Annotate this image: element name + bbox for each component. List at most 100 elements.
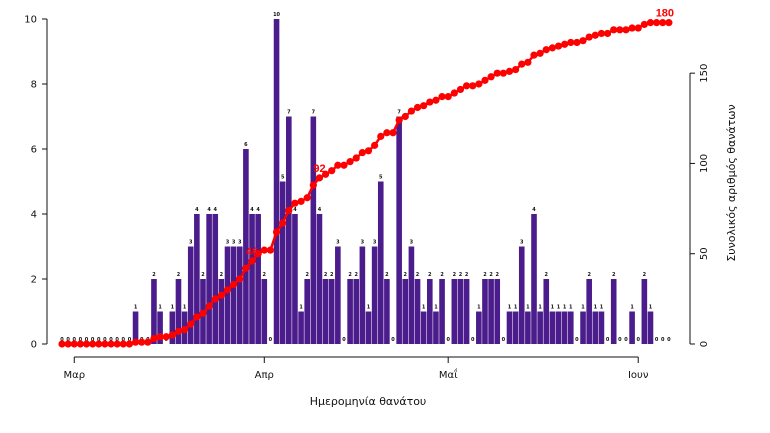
bar xyxy=(316,214,323,344)
bar xyxy=(298,311,304,344)
cumulative-point xyxy=(610,26,618,34)
cumulative-point xyxy=(591,31,599,39)
bar-value-label: 1 xyxy=(538,305,542,311)
bar xyxy=(433,311,439,344)
bar-value-label: 0 xyxy=(502,337,506,343)
cumulative-value-label: 180 xyxy=(656,8,674,20)
cumulative-point xyxy=(230,280,238,289)
bar-value-label: 0 xyxy=(115,337,119,343)
cumulative-point xyxy=(634,24,642,32)
bar xyxy=(396,116,402,344)
cumulative-point xyxy=(475,80,483,88)
bar xyxy=(537,311,543,344)
bar-value-label: 2 xyxy=(220,272,224,278)
cumulative-point xyxy=(469,82,477,90)
bar-value-label: 0 xyxy=(342,337,346,343)
cumulative-point xyxy=(89,340,97,348)
bar xyxy=(629,311,635,344)
bar-value-label: 0 xyxy=(471,337,475,343)
cumulative-point xyxy=(138,338,146,346)
bar xyxy=(420,311,427,344)
bar xyxy=(408,246,415,344)
bar xyxy=(371,246,378,344)
cumulative-point xyxy=(585,33,593,41)
bar-value-label: 4 xyxy=(195,207,199,213)
cumulative-point xyxy=(450,89,458,97)
bar-value-label: 2 xyxy=(465,272,469,278)
bar xyxy=(384,279,390,344)
bar-value-label: 2 xyxy=(416,272,420,278)
cumulative-point xyxy=(328,167,336,175)
cumulative-point xyxy=(573,38,581,47)
cumulative-value-label: 92 xyxy=(313,163,325,175)
bar-value-label: 2 xyxy=(330,272,334,278)
bar xyxy=(586,279,592,344)
bar xyxy=(531,214,537,344)
cumulative-point xyxy=(76,340,84,348)
cumulative-point xyxy=(150,334,158,343)
bar xyxy=(212,214,219,344)
cumulative-point xyxy=(456,85,465,94)
bar xyxy=(561,311,568,344)
bar-value-label: 1 xyxy=(299,305,303,311)
bar-value-label: 0 xyxy=(109,337,113,343)
bar-value-label: 4 xyxy=(318,207,322,213)
bar xyxy=(328,279,335,344)
bar-value-label: 0 xyxy=(269,337,273,343)
bar-value-label: 2 xyxy=(348,272,352,278)
x-tick-label: Απρ xyxy=(255,370,274,381)
bar-value-label: 2 xyxy=(459,272,463,278)
bar-value-label: 0 xyxy=(575,337,579,343)
bar-value-label: 3 xyxy=(336,240,340,246)
right-tick-label: 100 xyxy=(699,154,710,173)
bar xyxy=(482,279,488,344)
cumulative-point xyxy=(340,161,348,169)
bar xyxy=(525,311,531,344)
bar xyxy=(292,214,298,344)
cumulative-point xyxy=(334,161,342,169)
cumulative-point xyxy=(438,93,446,101)
cumulative-point xyxy=(113,340,121,348)
bar-value-label: 0 xyxy=(624,337,628,343)
cumulative-point xyxy=(211,295,219,303)
bar-value-label: 4 xyxy=(250,207,254,213)
bar-value-label: 2 xyxy=(152,272,156,278)
bar-value-label: 0 xyxy=(606,337,610,343)
cumulative-point xyxy=(303,194,311,202)
bar xyxy=(555,311,562,344)
bar xyxy=(512,311,519,344)
bar-value-label: 4 xyxy=(256,207,260,213)
bar-value-label: 0 xyxy=(446,337,450,343)
bar xyxy=(353,279,360,344)
bar-value-label: 3 xyxy=(361,240,365,246)
bar-value-label: 0 xyxy=(73,337,77,343)
cumulative-point xyxy=(291,199,299,207)
bar-value-label: 3 xyxy=(520,240,524,246)
cumulative-point xyxy=(125,340,134,348)
right-y-axis-title: Συνολικός αριθμός θανάτων xyxy=(725,104,738,261)
bar-value-label: 0 xyxy=(85,337,89,343)
bar xyxy=(206,214,212,344)
bar-value-label: 6 xyxy=(244,142,248,148)
bar-value-label: 1 xyxy=(171,305,175,311)
bar-value-label: 7 xyxy=(312,110,316,116)
bar-value-label: 1 xyxy=(551,305,555,311)
bar-value-label: 2 xyxy=(305,272,309,278)
bar xyxy=(151,279,157,344)
x-axis: Μαρ Απρ Μαΐ Ιουν xyxy=(63,356,649,381)
bar xyxy=(549,311,556,344)
bar xyxy=(543,279,550,344)
cumulative-point xyxy=(622,26,630,34)
daily-deaths-bars xyxy=(132,19,654,344)
cumulative-point xyxy=(217,291,225,299)
cumulative-point xyxy=(554,42,563,50)
cumulative-point xyxy=(653,19,661,27)
cumulative-point xyxy=(193,313,201,321)
bar-value-label: 0 xyxy=(636,337,640,343)
bar xyxy=(598,311,605,344)
bar-value-label: 0 xyxy=(66,337,70,343)
bar xyxy=(592,311,599,344)
cumulative-point xyxy=(101,340,109,348)
left-y-axis: 0 2 4 6 8 10 xyxy=(24,15,48,351)
